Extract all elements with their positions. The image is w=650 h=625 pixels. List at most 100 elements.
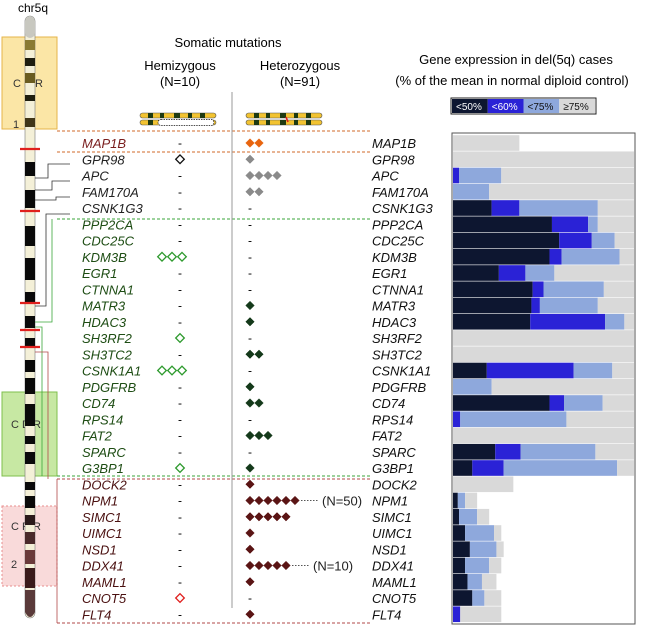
expression-gene-name: RPS14 [372, 412, 413, 427]
expression-gene-name: HDAC3 [372, 315, 417, 330]
expression-title-line2: (% of the mean in normal diploid control… [395, 73, 628, 88]
mutation-diamond [245, 609, 255, 619]
expression-gene-name: NPM1 [372, 494, 408, 509]
expression-segment [465, 557, 490, 574]
expression-segment [472, 460, 504, 476]
gene-row: SH3TC2 - SH3TC2 [82, 347, 423, 362]
expression-gene-name: PPP2CA [372, 217, 423, 232]
mutation-diamond [263, 495, 273, 506]
expression-segment [489, 557, 502, 574]
mutation-diamond [281, 512, 291, 522]
expression-segment [453, 476, 514, 493]
expression-segment [551, 216, 589, 233]
expression-segment [543, 281, 604, 298]
expression-segment [595, 443, 634, 460]
gene-row: G3BP1 G3BP1 [82, 461, 414, 476]
no-mutation-dash: - [178, 396, 182, 410]
no-mutation-dash: - [178, 412, 182, 426]
mutation-diamond [254, 138, 264, 148]
expression-segment [460, 411, 567, 428]
no-mutation-dash: - [178, 347, 182, 361]
no-mutation-dash: - [248, 591, 252, 605]
mutation-diamond [176, 365, 188, 376]
crr2-label-line2: 2 [11, 559, 17, 571]
expression-gene-name: MAP1B [372, 136, 416, 151]
chromosome-band [25, 226, 35, 246]
expression-segment [465, 492, 478, 509]
gene-name: FAM170A [82, 185, 139, 200]
expression-segment [539, 297, 598, 314]
mutation-diamond [174, 332, 186, 344]
expression-segment [453, 573, 468, 590]
mutation-diamond [245, 560, 255, 571]
expression-segment [617, 460, 634, 476]
chromosome-band [25, 378, 35, 394]
expression-segment [525, 265, 555, 281]
chromosome-band [25, 190, 35, 208]
expression-segment [469, 541, 497, 558]
leader-line [35, 213, 70, 307]
expression-segment [465, 525, 495, 541]
legend-swatch [452, 99, 488, 113]
expression-gene-name: KDM3B [372, 250, 417, 265]
legend-frame [450, 97, 597, 115]
gene-row: NPM1 - (N=50) NPM1 [82, 494, 408, 509]
legend-label: <60% [492, 102, 518, 113]
gene-name: DDX41 [82, 559, 124, 574]
expression-segment [619, 248, 634, 265]
expression-gene-name: NSD1 [372, 542, 407, 557]
gene-name: CTNNA1 [82, 282, 134, 297]
expression-segment [453, 183, 490, 200]
no-mutation-dash: - [178, 185, 182, 199]
gene-name: PPP2CA [82, 217, 133, 232]
mutation-diamond [254, 170, 264, 181]
chromosome-band [25, 40, 35, 50]
expression-segment [459, 167, 502, 184]
crr1-label-line2: 1 [13, 119, 19, 131]
expression-segment [453, 265, 499, 281]
mutation-diamond [281, 495, 291, 506]
gene-name: EGR1 [82, 266, 117, 281]
expression-segment [453, 411, 461, 428]
expression-segment [460, 606, 502, 623]
mutation-diamond [254, 495, 264, 506]
group-separators [57, 130, 372, 624]
expression-segment [605, 313, 625, 330]
no-mutation-dash: - [178, 477, 182, 491]
mutation-diamond [245, 382, 255, 392]
expression-legend: <50% <60% <75% ≥75% [450, 97, 597, 115]
no-mutation-dash: - [248, 331, 252, 345]
mutation-diamond [156, 251, 168, 262]
gene-row: CNOT5 - CNOT5 [82, 591, 417, 606]
gene-row: CSNK1G3 - - CSNK1G3 [82, 201, 433, 216]
gene-row: FLT4 - FLT4 [82, 607, 401, 622]
expression-segment [520, 443, 596, 460]
chromosome-band [25, 95, 35, 101]
leader-line [35, 196, 70, 201]
expression-segment [484, 590, 502, 606]
expression-segment [530, 313, 606, 330]
mutation-diamond [245, 398, 255, 408]
mutation-diamond [272, 170, 282, 181]
no-mutation-dash: - [178, 494, 182, 508]
expression-segment [531, 297, 540, 314]
expression-segment [559, 232, 592, 249]
expression-segment [496, 541, 504, 558]
expression-segment [467, 573, 482, 590]
gene-row: RPS14 - - RPS14 [82, 412, 413, 427]
expression-bars [453, 135, 634, 623]
chromosome-label: chr5q [18, 1, 48, 15]
gene-name: KDM3B [82, 250, 127, 265]
no-mutation-dash: - [248, 234, 252, 248]
expression-segment [453, 216, 552, 233]
mutation-diamond [156, 365, 168, 376]
expression-segment [573, 362, 613, 379]
expression-gene-name: CSNK1G3 [372, 201, 433, 216]
gene-name: NSD1 [82, 542, 117, 557]
expression-segment [453, 557, 466, 574]
mutation-diamond [245, 512, 255, 522]
gene-name: GPR98 [82, 152, 125, 167]
mutation-diamond [245, 463, 255, 473]
expression-segment [519, 200, 598, 216]
